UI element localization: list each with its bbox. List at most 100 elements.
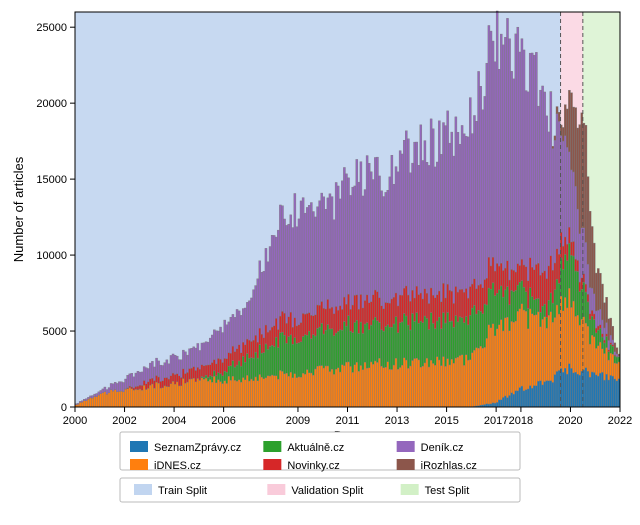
bar-seznam: [492, 403, 494, 407]
bar-idnes: [523, 310, 525, 391]
ylabel: Number of articles: [11, 156, 26, 262]
bar-denik: [558, 121, 560, 254]
bar-denik: [397, 172, 399, 306]
bar-idnes: [149, 385, 151, 407]
bar-idnes: [166, 386, 168, 407]
bar-denik: [387, 190, 389, 303]
bar-idnes: [480, 346, 482, 405]
bar-idnes: [494, 336, 496, 403]
bar-denik: [556, 114, 558, 249]
bar-novinky: [513, 270, 515, 291]
bar-aktualne: [610, 344, 612, 353]
bar-novinky: [430, 288, 432, 313]
bar-idnes: [296, 378, 298, 407]
legend-label-idnes: iDNES.cz: [154, 460, 201, 472]
bar-aktualne: [205, 375, 207, 378]
bar-idnes: [304, 374, 306, 407]
bar-denik: [302, 198, 304, 314]
bar-novinky: [591, 310, 593, 316]
bar-aktualne: [288, 337, 290, 377]
bar-denik: [170, 355, 172, 375]
bar-novinky: [455, 286, 457, 315]
bar-denik: [310, 203, 312, 316]
bar-denik: [506, 18, 508, 260]
bar-denik: [269, 247, 271, 331]
bar-idnes: [302, 373, 304, 407]
bar-denik: [178, 360, 180, 376]
bar-seznam: [498, 400, 500, 407]
bar-irozhlas: [585, 125, 587, 242]
bar-idnes: [416, 358, 418, 407]
bar-aktualne: [568, 243, 570, 288]
bar-aktualne: [552, 303, 554, 322]
bar-idnes: [284, 374, 286, 407]
bar-idnes: [298, 377, 300, 407]
bar-novinky: [564, 237, 566, 255]
bar-denik: [339, 199, 341, 306]
bar-novinky: [261, 334, 263, 353]
bar-novinky: [504, 268, 506, 290]
bar-denik: [542, 86, 544, 273]
bar-irozhlas: [610, 318, 612, 335]
bar-denik: [201, 343, 203, 365]
bar-seznam: [496, 402, 498, 407]
bar-denik: [125, 379, 127, 389]
bar-idnes: [608, 360, 610, 380]
bar-idnes: [341, 365, 343, 407]
bar-denik: [490, 31, 492, 266]
bar-denik: [416, 142, 418, 286]
bar-seznam: [595, 375, 597, 407]
bar-aktualne: [203, 377, 205, 379]
bar-novinky: [129, 386, 131, 387]
bar-novinky: [296, 326, 298, 344]
bar-aktualne: [550, 293, 552, 312]
bar-aktualne: [484, 304, 486, 347]
bar-aktualne: [341, 330, 343, 365]
bar-irozhlas: [564, 105, 566, 136]
bar-denik: [92, 396, 94, 399]
bar-idnes: [306, 370, 308, 407]
bar-denik: [304, 213, 306, 314]
bar-denik: [215, 331, 217, 364]
bar-denik: [114, 382, 116, 389]
bar-idnes: [176, 382, 178, 407]
bar-idnes: [160, 388, 162, 407]
legend-swatch-idnes: [130, 459, 148, 470]
bar-aktualne: [525, 292, 527, 311]
bar-novinky: [242, 342, 244, 356]
bar-aktualne: [403, 314, 405, 358]
bar-denik: [298, 219, 300, 325]
bar-denik: [502, 45, 504, 271]
bar-novinky: [461, 289, 463, 318]
bar-seznam: [562, 372, 564, 407]
bar-novinky: [469, 287, 471, 316]
bar-idnes: [129, 388, 131, 407]
bar-idnes: [440, 366, 442, 407]
bar-novinky: [329, 308, 331, 328]
bar-aktualne: [232, 361, 234, 377]
bar-aktualne: [409, 330, 411, 366]
bar-novinky: [484, 280, 486, 305]
bar-denik: [595, 311, 597, 328]
bar-aktualne: [298, 343, 300, 377]
bar-idnes: [281, 371, 283, 407]
bar-aktualne: [597, 330, 599, 346]
bar-denik: [577, 209, 579, 260]
bar-denik: [203, 343, 205, 366]
bar-seznam: [525, 390, 527, 407]
bar-denik: [207, 342, 209, 365]
bar-denik: [131, 373, 133, 387]
bar-aktualne: [267, 349, 269, 375]
bar-aktualne: [606, 336, 608, 347]
bar-idnes: [471, 353, 473, 407]
bar-aktualne: [339, 330, 341, 372]
bar-idnes: [521, 304, 523, 386]
bar-novinky: [409, 301, 411, 330]
bar-idnes: [599, 342, 601, 373]
bar-aktualne: [475, 314, 477, 348]
bar-denik: [414, 142, 416, 298]
bar-denik: [120, 382, 122, 391]
bar-aktualne: [424, 316, 426, 363]
bar-idnes: [562, 311, 564, 373]
bar-denik: [391, 155, 393, 299]
